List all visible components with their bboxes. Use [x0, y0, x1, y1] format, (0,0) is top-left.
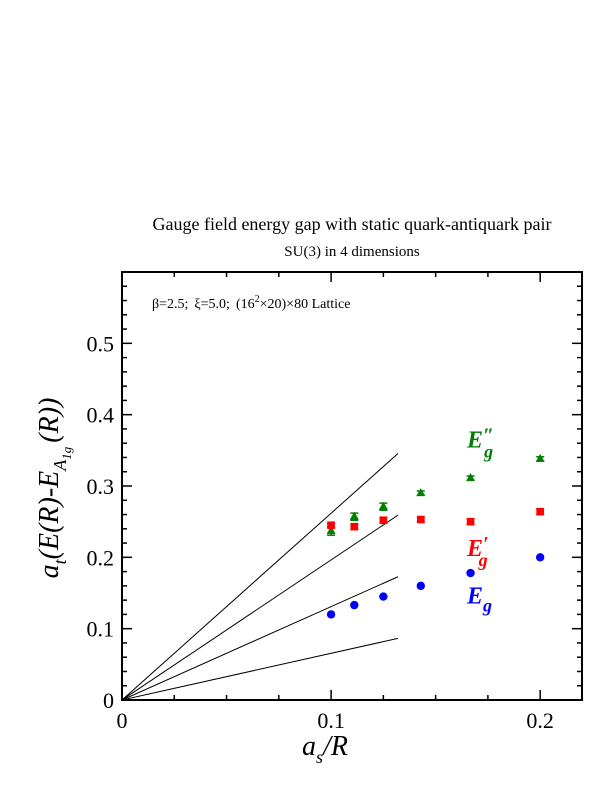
chart-subtitle: SU(3) in 4 dimensions	[284, 244, 420, 260]
data-point-square	[379, 516, 388, 525]
y-tick-label: 0.4	[87, 403, 115, 428]
reference-line	[121, 453, 399, 701]
annotation-lattice: (16	[236, 297, 255, 312]
y-axis-label-close: (R))	[34, 398, 65, 443]
y-axis-label-open: (E(R)-E	[34, 471, 65, 560]
y-tick-label: 0.3	[87, 474, 115, 499]
y-tick-label: 0	[103, 688, 114, 713]
data-point-triangle	[378, 501, 388, 510]
plot-frame	[121, 271, 583, 701]
data-point-circle	[416, 581, 425, 591]
data-point-triangle	[349, 511, 359, 520]
reference-line	[121, 576, 399, 701]
data-point-triangle	[326, 525, 336, 534]
series-label: Eg	[466, 584, 492, 616]
y-axis-label: at(E(R)-EA1g (R))	[34, 398, 74, 579]
data-point-triangle	[416, 488, 426, 497]
annotation-lattice-sup: 2	[255, 294, 260, 305]
y-axis-label-sub2: g	[59, 446, 74, 453]
data-marks	[326, 453, 545, 619]
data-point-square	[416, 515, 425, 524]
tick-labels: 0 0.1 0.2 0 0.1 0.2 0.3 0.4 0.5	[87, 331, 554, 733]
reference-line	[121, 637, 399, 701]
y-tick-label: 0.1	[87, 617, 115, 642]
y-axis-label-sub1: 1	[59, 453, 74, 460]
data-point-circle	[466, 568, 475, 578]
y-axis-label-A: A	[50, 459, 70, 472]
x-tick-label: 0.1	[317, 708, 345, 733]
reference-lines	[121, 453, 399, 701]
x-tick-label: 0.2	[526, 708, 554, 733]
data-point-square	[466, 517, 475, 526]
series-label: E′ g	[466, 533, 489, 570]
data-point-square	[536, 507, 544, 516]
annotation-xi: ξ=5.0;	[194, 297, 230, 312]
data-point-circle	[326, 610, 336, 619]
data-point-circle	[350, 600, 359, 610]
data-point-circle	[535, 553, 545, 562]
series-labels: E″ g E′ g Eg	[466, 424, 494, 615]
y-tick-label: 0.5	[87, 331, 115, 356]
data-point-square	[350, 522, 359, 531]
x-axis-label-a: a	[302, 731, 316, 762]
x-axis-label-sub: s	[316, 747, 323, 767]
lattice-annotation: β=2.5; ξ=5.0; (162×20)×80 Lattice	[152, 294, 350, 312]
annotation-lattice-rest: ×20)×80 Lattice	[260, 297, 351, 312]
chart-title: Gauge field energy gap with static quark…	[152, 214, 551, 234]
x-tick-label: 0	[117, 708, 128, 733]
x-axis-label-rest: /R	[321, 731, 348, 762]
data-point-triangle	[535, 453, 545, 462]
data-point-circle	[379, 592, 388, 601]
data-point-triangle	[466, 473, 476, 482]
y-axis-label-sub-t: t	[50, 558, 70, 564]
x-axis-label: as/R	[302, 731, 348, 767]
annotation-beta: β=2.5;	[152, 297, 188, 312]
reference-line	[121, 514, 399, 701]
y-axis-label-a: a	[34, 564, 65, 578]
series-label: E″ g	[466, 424, 494, 461]
data-point-square	[327, 521, 335, 530]
tick-marks	[121, 271, 582, 701]
y-tick-label: 0.2	[87, 545, 115, 570]
